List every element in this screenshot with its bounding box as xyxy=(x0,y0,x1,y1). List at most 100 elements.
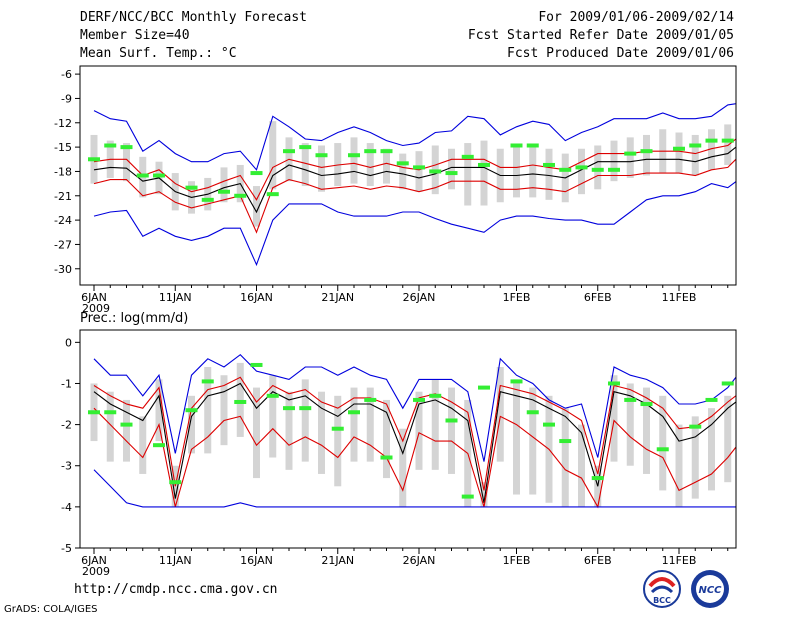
observation-marker xyxy=(104,410,117,415)
observation-marker xyxy=(721,381,734,386)
spread-box xyxy=(659,395,667,491)
spread-box xyxy=(773,121,780,159)
spread-box xyxy=(123,143,130,182)
observation-marker xyxy=(624,397,637,402)
spread-box xyxy=(757,396,764,482)
observation-marker xyxy=(754,121,766,125)
spread-box xyxy=(513,379,520,495)
logos: BCC NCC xyxy=(643,570,729,608)
forecast-period: For 2009/01/06-2009/02/14 xyxy=(538,10,734,25)
spread-box xyxy=(513,145,520,198)
observation-marker xyxy=(413,397,425,402)
x-tick-label: 6FEB xyxy=(584,554,612,567)
observation-marker xyxy=(673,146,685,151)
ncc-logo-icon: NCC xyxy=(691,570,729,608)
spread-box xyxy=(675,132,683,174)
fcst-started-date: Fcst Started Refer Date 2009/01/05 xyxy=(467,28,734,43)
y-tick-label: -18 xyxy=(54,165,72,178)
observation-marker xyxy=(88,410,100,415)
observation-marker xyxy=(283,406,295,411)
observation-marker xyxy=(640,149,653,154)
observation-marker xyxy=(640,402,653,407)
observation-marker xyxy=(396,161,409,166)
spread-box xyxy=(318,391,325,474)
spread-box xyxy=(496,367,504,462)
spread-box xyxy=(269,121,277,190)
spread-box xyxy=(610,140,618,182)
spread-box xyxy=(675,424,683,507)
variable-label-precip: Prec.: log(mm/d) xyxy=(80,311,188,326)
spread-box xyxy=(236,362,244,437)
y-tick-label: -5 xyxy=(61,542,72,555)
observation-marker xyxy=(234,399,247,404)
bcc-logo-icon: BCC xyxy=(643,570,681,608)
observation-marker xyxy=(429,393,442,398)
observation-marker xyxy=(738,121,750,125)
panel-precipitation: -5 -4 -3 -2 -1 0 6JAN 11JAN 16JAN 21JAN 26JAN 1FEB 6… xyxy=(61,311,799,578)
spread-box xyxy=(724,395,732,483)
spread-box xyxy=(204,367,212,454)
plot-area xyxy=(88,353,799,509)
plot-frame xyxy=(79,329,737,549)
observation-marker xyxy=(689,424,702,429)
observation-marker xyxy=(234,193,247,198)
spread-box xyxy=(415,151,423,192)
y-tick-label: -3 xyxy=(61,460,72,473)
spread-box xyxy=(301,379,309,462)
observation-marker xyxy=(705,397,718,402)
spread-box xyxy=(773,404,780,490)
observation-marker xyxy=(656,447,669,452)
x-tick-label: 26JAN xyxy=(403,291,436,304)
observation-marker xyxy=(721,138,734,143)
source-url[interactable]: http://cmdp.ncc.cma.gov.cn xyxy=(74,582,278,597)
spread-box xyxy=(188,395,195,454)
observation-marker xyxy=(169,480,182,485)
x-tick-label: 6JAN xyxy=(81,554,107,567)
y-tick-label: -2 xyxy=(61,419,72,432)
spread-box xyxy=(415,391,423,470)
spread-box xyxy=(691,416,699,499)
spread-box xyxy=(399,428,407,507)
observation-marker xyxy=(250,171,263,176)
x-tick-label: 1FEB xyxy=(503,291,531,304)
spread-box xyxy=(383,399,390,479)
spread-box xyxy=(301,143,309,187)
observation-marker xyxy=(380,455,393,460)
panel-temperature: -30 -27 -24 -21 -18 -15 -12 -9 -6 6JAN 11JAN 16JAN 2… xyxy=(54,65,799,315)
observation-marker xyxy=(266,192,279,197)
observation-marker xyxy=(153,443,165,448)
observation-marker xyxy=(218,189,230,194)
observation-marker xyxy=(559,167,572,172)
spread-box xyxy=(741,375,748,482)
observation-marker xyxy=(201,379,214,384)
spread-box xyxy=(253,186,260,227)
series-lower-inner-line xyxy=(93,407,736,509)
spread-box xyxy=(561,408,569,507)
observation-marker xyxy=(478,385,490,390)
observation-marker xyxy=(185,408,198,413)
x-tick-label: 6JAN xyxy=(81,291,107,304)
spread-box xyxy=(691,134,699,176)
observation-marker xyxy=(250,362,263,367)
spread-box xyxy=(399,153,407,190)
observation-marker xyxy=(299,406,312,411)
observation-marker xyxy=(787,377,799,381)
spread-box xyxy=(789,116,796,157)
spread-box xyxy=(139,416,147,474)
spread-box xyxy=(448,148,455,190)
ncc-logo-text: NCC xyxy=(698,585,722,596)
observation-marker xyxy=(624,151,637,156)
observation-marker xyxy=(771,121,783,125)
observation-marker xyxy=(738,410,750,414)
x-year-label: 2009 xyxy=(82,302,110,315)
observation-marker xyxy=(510,379,523,384)
observation-marker xyxy=(510,143,523,148)
observation-marker xyxy=(787,121,799,125)
series-mean-line xyxy=(93,382,736,503)
spread-box xyxy=(155,379,163,442)
y-tick-label: -30 xyxy=(54,263,72,276)
series-upper-outer-line xyxy=(93,353,736,462)
observation-marker xyxy=(705,138,718,143)
x-tick-label: 11FEB xyxy=(662,554,697,567)
observation-marker xyxy=(559,439,572,444)
